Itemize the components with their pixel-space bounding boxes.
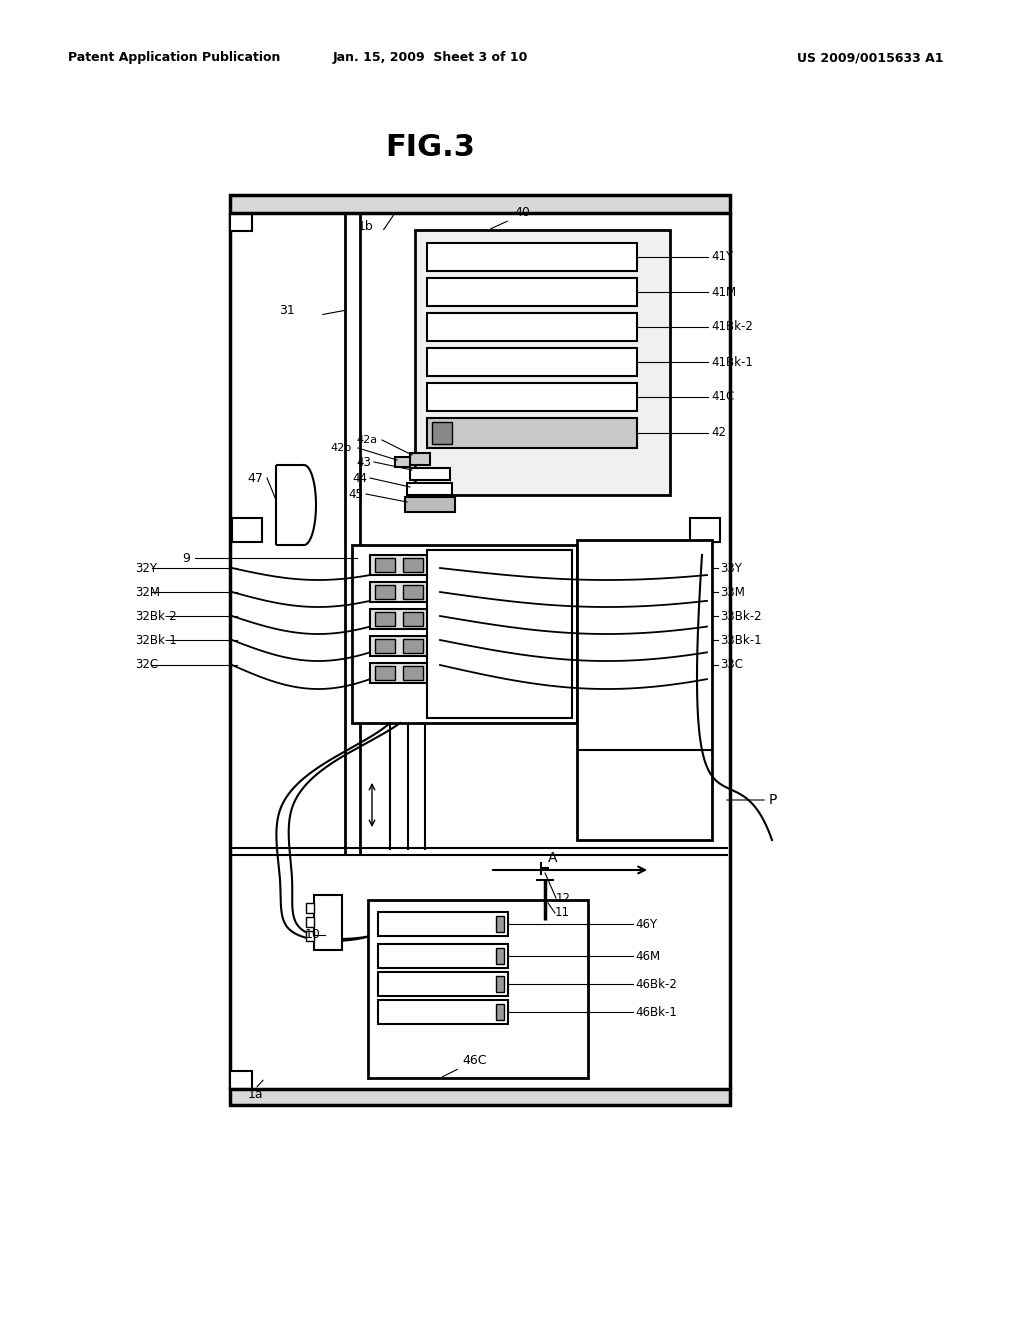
Text: 31: 31 xyxy=(280,304,295,317)
Text: 47: 47 xyxy=(247,471,263,484)
Bar xyxy=(375,667,395,680)
Bar xyxy=(230,195,730,213)
Text: 33Y: 33Y xyxy=(720,561,741,574)
Bar xyxy=(406,498,455,512)
Text: 33C: 33C xyxy=(720,659,743,672)
Bar xyxy=(427,418,637,447)
Text: 46Bk-1: 46Bk-1 xyxy=(635,1006,677,1019)
Bar xyxy=(370,609,440,630)
Bar xyxy=(427,383,637,411)
Text: Patent Application Publication: Patent Application Publication xyxy=(68,51,281,65)
Bar xyxy=(378,944,508,968)
Bar xyxy=(370,663,440,682)
Bar xyxy=(427,243,637,271)
Bar xyxy=(496,916,504,932)
Bar xyxy=(427,279,637,306)
Bar xyxy=(432,422,452,444)
Bar xyxy=(375,612,395,626)
Bar xyxy=(370,554,440,576)
Text: 32Bk-1: 32Bk-1 xyxy=(135,634,177,647)
Text: 41Bk-1: 41Bk-1 xyxy=(711,355,753,368)
Bar xyxy=(403,558,423,572)
Text: 42b: 42b xyxy=(330,444,351,453)
Bar xyxy=(427,348,637,376)
Bar xyxy=(427,550,572,718)
Bar xyxy=(352,545,577,723)
Text: P: P xyxy=(769,793,777,807)
Bar xyxy=(378,972,508,997)
Text: 40: 40 xyxy=(514,206,529,219)
Bar xyxy=(378,1001,508,1024)
Text: 12: 12 xyxy=(556,891,571,904)
Text: 42: 42 xyxy=(711,426,726,440)
Text: 11: 11 xyxy=(555,907,570,920)
Text: 41M: 41M xyxy=(711,285,736,298)
Bar xyxy=(403,585,423,599)
Text: 10: 10 xyxy=(305,928,321,941)
Bar xyxy=(375,558,395,572)
Bar xyxy=(403,612,423,626)
Text: 41C: 41C xyxy=(711,391,734,404)
Bar xyxy=(306,931,314,941)
Bar xyxy=(577,540,712,840)
Text: A: A xyxy=(548,851,558,865)
Bar xyxy=(407,483,452,495)
Bar xyxy=(403,639,423,653)
Bar xyxy=(230,1089,730,1105)
Text: 46C: 46C xyxy=(462,1053,486,1067)
Text: 32Y: 32Y xyxy=(135,561,157,574)
Text: 32C: 32C xyxy=(135,659,158,672)
Bar xyxy=(370,582,440,602)
Bar xyxy=(496,975,504,993)
Text: 41Bk-2: 41Bk-2 xyxy=(711,321,753,334)
Text: 1a: 1a xyxy=(248,1089,263,1101)
Text: 43: 43 xyxy=(356,455,371,469)
Text: 9: 9 xyxy=(182,552,189,565)
Text: 42a: 42a xyxy=(356,436,377,445)
Bar xyxy=(410,469,450,480)
Bar xyxy=(314,895,342,950)
Bar xyxy=(410,453,430,465)
Bar xyxy=(496,1005,504,1020)
Bar xyxy=(375,639,395,653)
Text: 33Bk-2: 33Bk-2 xyxy=(720,610,762,623)
Text: 46M: 46M xyxy=(635,949,660,962)
Bar xyxy=(378,912,508,936)
Text: 33Bk-1: 33Bk-1 xyxy=(720,634,762,647)
Bar xyxy=(375,585,395,599)
Bar xyxy=(427,313,637,341)
Bar xyxy=(368,900,588,1078)
Text: 45: 45 xyxy=(348,487,362,500)
Text: 46Y: 46Y xyxy=(635,917,657,931)
Text: 33M: 33M xyxy=(720,586,744,598)
Bar xyxy=(403,667,423,680)
Bar xyxy=(370,636,440,656)
Bar xyxy=(496,948,504,964)
Bar xyxy=(415,230,670,495)
Text: US 2009/0015633 A1: US 2009/0015633 A1 xyxy=(797,51,943,65)
Text: 41Y: 41Y xyxy=(711,251,733,264)
Text: 44: 44 xyxy=(352,471,367,484)
Bar xyxy=(690,517,720,543)
Bar xyxy=(306,903,314,913)
Text: 1b: 1b xyxy=(358,219,374,232)
Text: Jan. 15, 2009  Sheet 3 of 10: Jan. 15, 2009 Sheet 3 of 10 xyxy=(333,51,527,65)
Bar xyxy=(306,917,314,927)
Text: FIG.3: FIG.3 xyxy=(385,133,475,162)
Text: 46Bk-2: 46Bk-2 xyxy=(635,978,677,990)
Bar xyxy=(230,1071,252,1089)
Bar xyxy=(395,457,410,467)
Text: 32M: 32M xyxy=(135,586,160,598)
Text: 32Bk-2: 32Bk-2 xyxy=(135,610,177,623)
Bar xyxy=(230,213,252,231)
Bar xyxy=(232,517,262,543)
